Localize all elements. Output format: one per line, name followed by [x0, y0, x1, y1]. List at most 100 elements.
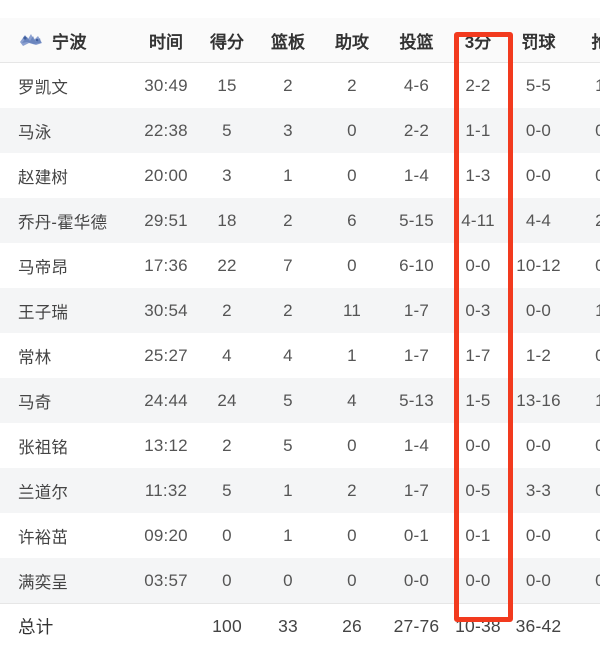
column-header-field-goals[interactable]: 投篮: [384, 18, 449, 63]
three-points-value: 4-11: [449, 198, 507, 243]
free-throws-value: 0-0: [507, 423, 570, 468]
rebounds-value: 2: [256, 198, 320, 243]
free-throws-value: 5-5: [507, 63, 570, 109]
rebounds-value: 33: [256, 604, 320, 649]
field-goals-value: 5-13: [384, 378, 449, 423]
free-throws-value: 0-0: [507, 153, 570, 198]
three-points-value: 10-38: [449, 604, 507, 649]
points-value: 2: [198, 423, 256, 468]
points-value: 18: [198, 198, 256, 243]
minutes-value: 22:38: [134, 108, 198, 153]
minutes-value: 29:51: [134, 198, 198, 243]
ningbo-team-logo-icon: [18, 30, 44, 50]
points-value: 5: [198, 468, 256, 513]
free-throws-value: 36-42: [507, 604, 570, 649]
free-throws-value: 1-2: [507, 333, 570, 378]
box-score-table: 宁波 时间 得分 篮板 助攻 投篮 3分 罚球 抢 罗凯文30:4915224-…: [0, 18, 600, 649]
team-name-label: 宁波: [52, 28, 87, 53]
minutes-value: 25:27: [134, 333, 198, 378]
player-name: 常林: [0, 333, 134, 378]
steals-value: 0: [570, 153, 600, 198]
field-goals-value: 2-2: [384, 108, 449, 153]
player-name: 乔丹-霍华德: [0, 198, 134, 243]
player-name: 满奕呈: [0, 558, 134, 604]
points-value: 2: [198, 288, 256, 333]
assists-value: 4: [320, 378, 384, 423]
table-body: 罗凯文30:4915224-62-25-51马泳22:385302-21-10-…: [0, 63, 600, 649]
points-value: 3: [198, 153, 256, 198]
rebounds-value: 5: [256, 378, 320, 423]
three-points-value: 0-3: [449, 288, 507, 333]
minutes-value: 20:00: [134, 153, 198, 198]
assists-value: 1: [320, 333, 384, 378]
three-points-value: 1-3: [449, 153, 507, 198]
header-row: 宁波 时间 得分 篮板 助攻 投篮 3分 罚球 抢: [0, 18, 600, 63]
top-spacer: [0, 0, 600, 18]
points-value: 15: [198, 63, 256, 109]
field-goals-value: 1-4: [384, 153, 449, 198]
minutes-value: 17:36: [134, 243, 198, 288]
minutes-value: [134, 604, 198, 649]
assists-value: 2: [320, 468, 384, 513]
assists-value: 0: [320, 153, 384, 198]
minutes-value: 30:49: [134, 63, 198, 109]
minutes-value: 30:54: [134, 288, 198, 333]
player-name: 张祖铭: [0, 423, 134, 468]
player-name: 马泳: [0, 108, 134, 153]
three-points-value: 0-5: [449, 468, 507, 513]
assists-value: 0: [320, 423, 384, 468]
assists-value: 11: [320, 288, 384, 333]
field-goals-value: 0-0: [384, 558, 449, 604]
free-throws-value: 0-0: [507, 288, 570, 333]
assists-value: 0: [320, 108, 384, 153]
column-header-steals[interactable]: 抢: [570, 18, 600, 63]
column-header-rebounds[interactable]: 篮板: [256, 18, 320, 63]
steals-value: 0: [570, 423, 600, 468]
minutes-value: 09:20: [134, 513, 198, 558]
field-goals-value: 1-7: [384, 468, 449, 513]
column-header-three-points[interactable]: 3分: [449, 18, 507, 63]
free-throws-value: 0-0: [507, 558, 570, 604]
points-value: 0: [198, 558, 256, 604]
field-goals-value: 1-7: [384, 333, 449, 378]
free-throws-value: 13-16: [507, 378, 570, 423]
minutes-value: 24:44: [134, 378, 198, 423]
column-header-free-throws[interactable]: 罚球: [507, 18, 570, 63]
column-header-assists[interactable]: 助攻: [320, 18, 384, 63]
field-goals-value: 1-4: [384, 423, 449, 468]
steals-value: 0: [570, 108, 600, 153]
points-value: 24: [198, 378, 256, 423]
column-header-points[interactable]: 得分: [198, 18, 256, 63]
points-value: 0: [198, 513, 256, 558]
three-points-value: 2-2: [449, 63, 507, 109]
minutes-value: 13:12: [134, 423, 198, 468]
player-name: 许裕茁: [0, 513, 134, 558]
steals-value: 0: [570, 468, 600, 513]
player-name: 王子瑞: [0, 288, 134, 333]
rebounds-value: 4: [256, 333, 320, 378]
steals-value: 0: [570, 513, 600, 558]
player-name: 马帝昂: [0, 243, 134, 288]
points-value: 4: [198, 333, 256, 378]
free-throws-value: 4-4: [507, 198, 570, 243]
table-header: 宁波 时间 得分 篮板 助攻 投篮 3分 罚球 抢: [0, 18, 600, 63]
column-header-minutes[interactable]: 时间: [134, 18, 198, 63]
points-value: 22: [198, 243, 256, 288]
assists-value: 0: [320, 558, 384, 604]
assists-value: 2: [320, 63, 384, 109]
column-header-team[interactable]: 宁波: [0, 18, 134, 63]
field-goals-value: 6-10: [384, 243, 449, 288]
